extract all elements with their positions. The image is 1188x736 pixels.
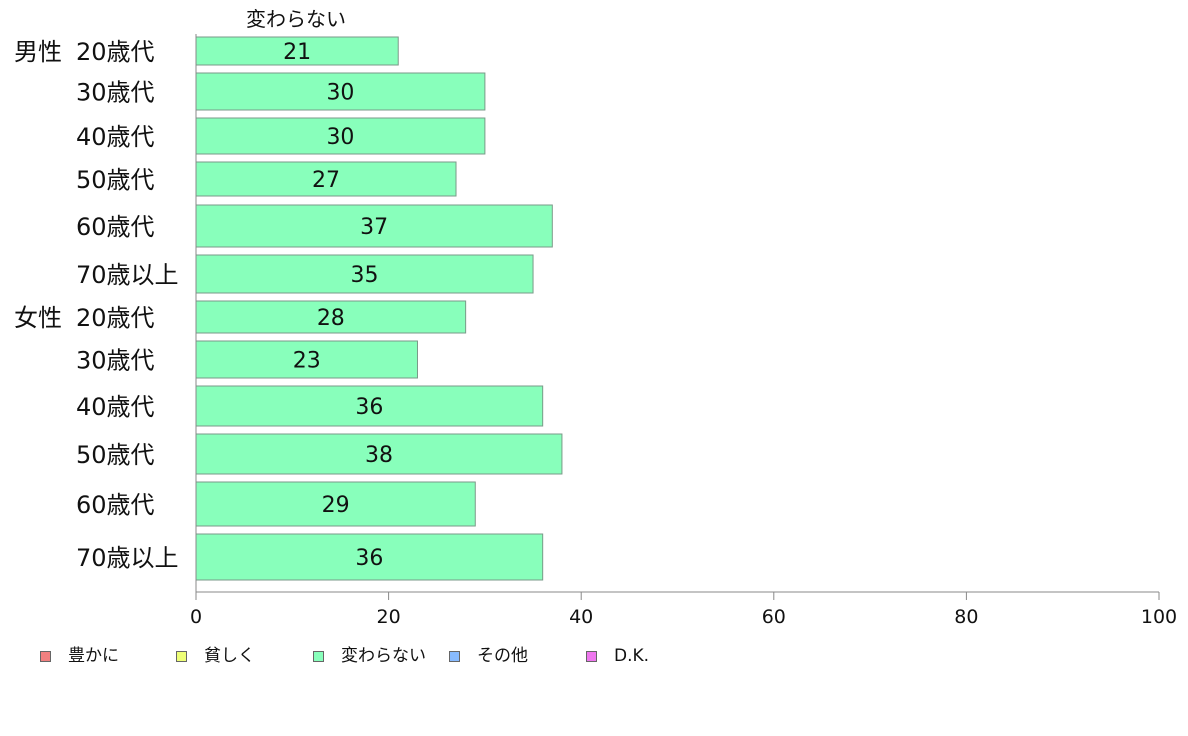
bar (195, 72, 486, 111)
legend-swatch (313, 650, 324, 662)
data-label: 27 (312, 168, 340, 193)
category-label: 20歳代 (76, 38, 155, 66)
category-label: 70歳以上 (76, 544, 179, 572)
bar (195, 161, 457, 197)
bar (195, 481, 476, 527)
data-label: 36 (355, 395, 383, 420)
group-label: 女性 (14, 304, 62, 332)
x-tick-label: 60 (762, 606, 786, 628)
legend-item-sonota: その他 (449, 646, 528, 666)
legend-item-yutakani: 豊かに (40, 646, 119, 666)
legend-label: D.K. (614, 646, 650, 666)
data-label: 35 (351, 263, 379, 288)
bar (195, 204, 553, 248)
category-label: 50歳代 (76, 441, 155, 469)
legend-swatch (586, 650, 597, 662)
category-label: 30歳代 (76, 347, 155, 375)
x-tick-label: 80 (954, 606, 978, 628)
bar (195, 117, 486, 155)
category-label: 40歳代 (76, 123, 155, 151)
category-label: 20歳代 (76, 304, 155, 332)
x-tick-label: 0 (190, 606, 202, 628)
bar (195, 433, 563, 475)
category-label: 60歳代 (76, 491, 155, 519)
legend-swatch (449, 650, 460, 662)
category-label: 70歳以上 (76, 261, 179, 289)
data-label: 36 (355, 546, 383, 571)
data-label: 28 (317, 306, 345, 331)
x-tick-label: 40 (569, 606, 593, 628)
bar (195, 300, 467, 334)
legend-label: 変わらない (341, 646, 426, 666)
x-tick-label: 100 (1141, 606, 1177, 628)
category-label: 40歳代 (76, 393, 155, 421)
category-label: 50歳代 (76, 166, 155, 194)
legend-item-dk: D.K. (586, 646, 649, 666)
data-label: 21 (283, 40, 311, 65)
bar (195, 254, 534, 294)
x-tick-label: 20 (377, 606, 401, 628)
data-label: 29 (322, 493, 350, 518)
bar (195, 533, 544, 581)
legend-item-mazushiku: 貧しく (176, 646, 255, 666)
data-label: 37 (360, 215, 388, 240)
legend-item-kawaranai: 変わらない (313, 646, 426, 666)
legend-label: 豊かに (68, 646, 119, 666)
data-label: 38 (365, 443, 393, 468)
legend-swatch (40, 650, 51, 662)
legend-label: その他 (477, 646, 528, 666)
legend-label: 貧しく (204, 646, 255, 666)
category-label: 60歳代 (76, 213, 155, 241)
data-label: 30 (326, 125, 354, 150)
bar-chart: 変わらない2120歳代男性3030歳代3040歳代2750歳代3760歳代357… (14, 7, 1177, 628)
category-label: 30歳代 (76, 79, 155, 107)
series-title: 変わらない (246, 7, 346, 31)
data-label: 23 (293, 349, 321, 374)
legend-swatch (176, 650, 187, 662)
bar (195, 36, 399, 66)
group-label: 男性 (14, 38, 62, 66)
data-label: 30 (326, 81, 354, 106)
